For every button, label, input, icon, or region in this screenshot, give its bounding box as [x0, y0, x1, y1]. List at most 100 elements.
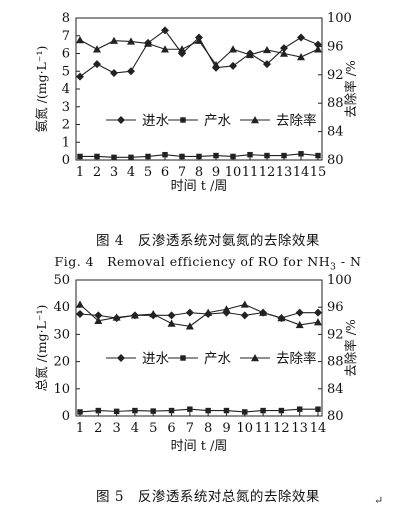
outflow-point — [111, 154, 117, 161]
removal-rate-point — [314, 318, 322, 326]
y-left-tick-label: 7 — [62, 29, 70, 44]
y-left-tick-label: 10 — [53, 382, 70, 397]
legend-outflow-label: 产水 — [204, 113, 231, 129]
x-tick-label: 11 — [242, 165, 259, 180]
x-tick-label: 8 — [204, 421, 212, 436]
x-axis-label: 时间 t /周 — [171, 439, 228, 454]
removal-rate-point — [178, 45, 186, 53]
x-tick-label: 14 — [310, 421, 327, 436]
inflow-point — [94, 311, 103, 320]
outflow-point — [242, 409, 248, 415]
x-tick-label: 7 — [186, 421, 194, 436]
x-tick-label: 5 — [149, 421, 157, 436]
legend-inflow-label: 进水 — [142, 113, 169, 129]
x-tick-label: 6 — [167, 421, 175, 436]
removal-rate-point — [149, 310, 158, 318]
y-right-axis-label: 去除率 /% — [343, 60, 358, 118]
legend-outflow-marker — [180, 355, 186, 361]
y-left-tick-label: 8 — [62, 11, 70, 26]
removal-rate-point — [280, 49, 288, 57]
x-tick-label: 9 — [222, 421, 230, 436]
x-tick-label: 3 — [110, 165, 118, 180]
removal-rate-point — [112, 313, 121, 321]
x-tick-label: 12 — [259, 165, 276, 180]
removal-rate-point — [222, 305, 231, 313]
x-tick-label: 10 — [225, 165, 242, 180]
legend-removal-rate-label: 去除率 — [276, 112, 317, 129]
outflow-point — [77, 409, 83, 415]
x-tick-label: 8 — [195, 165, 203, 180]
x-tick-label: 1 — [76, 165, 84, 180]
y-left-axis-label: 总氮 /(mg·L⁻¹) — [34, 305, 49, 392]
y-left-tick-label: 0 — [62, 153, 70, 168]
y-right-tick-label: 84 — [327, 125, 344, 140]
x-tick-label: 2 — [93, 165, 101, 180]
removal-rate-line — [79, 303, 319, 327]
x-tick-label: 5 — [144, 165, 152, 180]
legend-inflow-marker — [117, 354, 125, 362]
return-mark: ↵ — [374, 494, 384, 507]
removal-rate-point — [259, 308, 268, 316]
y-right-tick-label: 80 — [327, 409, 344, 424]
x-tick-label: 9 — [212, 165, 220, 180]
inflow-point — [110, 69, 118, 78]
outflow-point — [187, 406, 193, 412]
outflow-point — [264, 152, 270, 159]
inflow-point — [76, 310, 84, 318]
legend-outflow-marker — [180, 117, 186, 123]
x-tick-label: 10 — [236, 421, 253, 436]
removal-rate-point — [204, 308, 213, 316]
x-tick-label: 7 — [178, 165, 186, 180]
outflow-point — [179, 153, 185, 160]
removal-rate-point — [246, 50, 254, 59]
outflow-point — [145, 153, 151, 160]
outflow-point — [315, 406, 321, 412]
outflow-point — [128, 154, 134, 161]
removal-rate-point — [263, 45, 271, 54]
inflow-point — [263, 60, 271, 69]
outflow-point — [95, 407, 102, 414]
y-right-tick-label: 88 — [327, 96, 344, 111]
inflow-point — [240, 311, 249, 320]
removal-rate-point — [185, 322, 194, 330]
y-right-tick-label: 92 — [327, 68, 344, 83]
y-right-tick-label: 92 — [327, 327, 344, 342]
outflow-point — [281, 152, 287, 159]
x-tick-label: 6 — [161, 165, 169, 180]
x-tick-label: 4 — [131, 421, 139, 436]
outflow-line — [79, 408, 318, 413]
outflow-point — [315, 152, 321, 159]
y-left-tick-label: 20 — [53, 355, 70, 370]
y-left-tick-label: 4 — [62, 82, 70, 97]
removal-rate-point — [127, 37, 135, 45]
outflow-point — [205, 407, 211, 414]
y-right-tick-label: 84 — [327, 382, 344, 397]
removal-rate-point — [76, 36, 84, 44]
y-right-tick-label: 80 — [327, 153, 344, 168]
x-tick-label: 11 — [255, 421, 272, 436]
y-right-tick-label: 96 — [327, 300, 344, 315]
y-left-tick-label: 3 — [62, 100, 70, 115]
y-left-tick-label: 2 — [62, 118, 70, 133]
removal-rate-point — [240, 300, 249, 308]
removal-rate-point — [130, 311, 139, 319]
legend-removal-rate-marker — [251, 354, 259, 362]
y-left-tick-label: 0 — [62, 409, 70, 424]
removal-rate-point — [295, 320, 304, 329]
outflow-point — [298, 151, 304, 157]
outflow-point — [223, 407, 230, 414]
x-tick-label: 13 — [291, 421, 308, 436]
outflow-point — [113, 408, 120, 415]
legend-outflow-label: 产水 — [204, 351, 231, 367]
outflow-point — [230, 153, 236, 160]
x-axis-label: 时间 t /周 — [171, 179, 228, 194]
y-left-tick-label: 40 — [53, 300, 70, 315]
outflow-point — [162, 151, 168, 158]
outflow-point — [196, 153, 202, 160]
inflow-point — [314, 308, 322, 317]
removal-rate-point — [94, 316, 103, 324]
outflow-point — [150, 408, 156, 414]
legend-inflow-label: 进水 — [142, 351, 169, 367]
